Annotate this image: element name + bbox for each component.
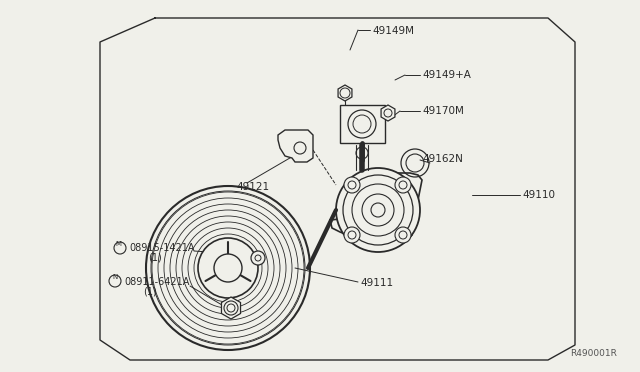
Circle shape <box>251 251 265 265</box>
Text: R490001R: R490001R <box>570 349 617 358</box>
Text: 49111: 49111 <box>360 278 393 288</box>
Text: 08911-6421A: 08911-6421A <box>124 277 189 287</box>
Polygon shape <box>221 297 241 319</box>
Text: 49162N: 49162N <box>422 154 463 164</box>
Polygon shape <box>338 85 352 101</box>
Circle shape <box>395 177 411 193</box>
Circle shape <box>344 177 360 193</box>
Text: 49149+A: 49149+A <box>422 70 471 80</box>
Polygon shape <box>278 130 313 162</box>
Circle shape <box>352 184 404 236</box>
Text: 49149M: 49149M <box>372 26 414 36</box>
Text: M: M <box>115 241 121 247</box>
Polygon shape <box>340 105 385 143</box>
Circle shape <box>198 238 258 298</box>
Polygon shape <box>381 105 395 121</box>
Text: (1): (1) <box>148 253 162 263</box>
Circle shape <box>344 227 360 243</box>
Text: 49110: 49110 <box>522 190 555 200</box>
Text: 08915-1421A: 08915-1421A <box>129 243 195 253</box>
Text: (1): (1) <box>143 287 157 297</box>
Text: N: N <box>113 274 118 280</box>
Circle shape <box>395 227 411 243</box>
Text: 49170M: 49170M <box>422 106 464 116</box>
Text: 49121: 49121 <box>236 182 269 192</box>
Circle shape <box>371 203 385 217</box>
Circle shape <box>214 254 242 282</box>
Polygon shape <box>330 173 422 248</box>
Circle shape <box>336 168 420 252</box>
Circle shape <box>220 260 236 276</box>
